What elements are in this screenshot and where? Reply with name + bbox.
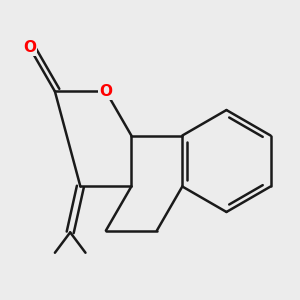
- Text: O: O: [23, 40, 36, 55]
- Text: O: O: [99, 84, 112, 99]
